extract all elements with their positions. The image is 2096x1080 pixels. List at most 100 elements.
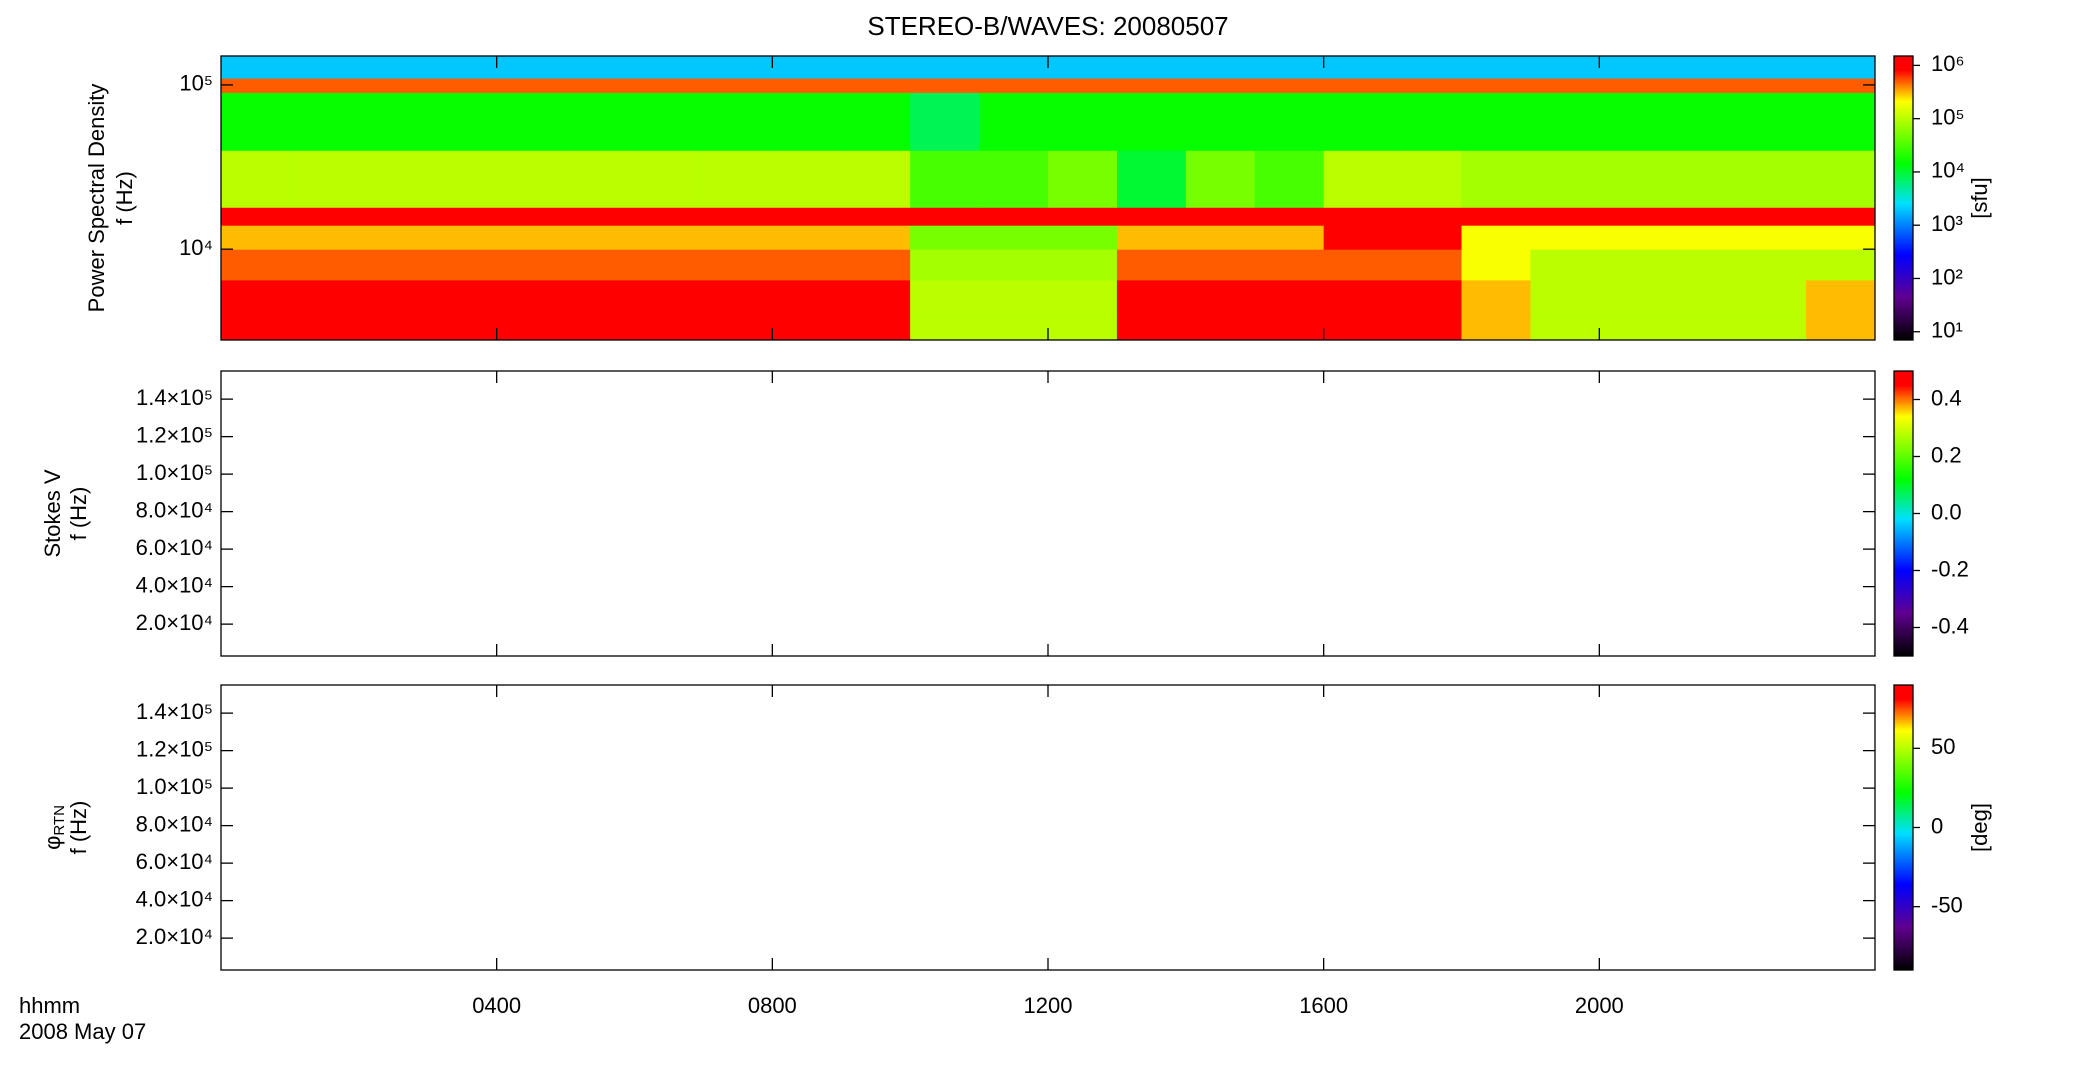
heat-cell [496, 78, 567, 93]
heat-cell [358, 92, 429, 151]
heat-cell [1048, 249, 1118, 281]
colorbar-tick-label: 0 [1931, 813, 1943, 838]
y-tick-label: 2.0×10⁴ [136, 610, 213, 635]
heat-cell [1323, 314, 1394, 341]
heat-cell [841, 279, 911, 316]
heat-cell [358, 78, 429, 93]
heat-cell [1185, 279, 1256, 316]
colorbar-tick-label: -0.4 [1931, 613, 1969, 638]
heat-cell [772, 249, 842, 281]
plot-frame [220, 370, 1876, 657]
heat-cell [358, 279, 429, 316]
heat-cell [1599, 56, 1669, 79]
heat-cell [1048, 207, 1118, 226]
heat-cell [1254, 92, 1325, 151]
heat-cell [565, 150, 635, 208]
heat-cell [1392, 92, 1462, 151]
heat-cell [1737, 279, 1807, 316]
heat-cell [703, 225, 773, 250]
colorbar-tick-label: 10³ [1931, 211, 1963, 236]
heat-cell [634, 150, 704, 208]
heat-cell [1048, 279, 1118, 316]
heat-cell [1461, 225, 1531, 250]
y-axis-label: φRTN [40, 805, 68, 850]
heat-cell [1323, 56, 1394, 79]
y-axis-label: Stokes V [40, 469, 65, 557]
heat-cell [910, 249, 980, 281]
x-tick-label: 1600 [1299, 993, 1348, 1018]
heat-cell [427, 249, 498, 281]
y-axis-label-sub: RTN [51, 805, 68, 836]
heat-cell [221, 249, 291, 281]
heat-cell [221, 92, 291, 151]
heat-cell [772, 150, 842, 208]
colorbar-tick-label: 10⁵ [1931, 104, 1965, 129]
y-axis-label-text: f (Hz) [112, 171, 137, 225]
heat-cell [565, 92, 635, 151]
heat-cell [289, 92, 360, 151]
heat-cell [1737, 225, 1807, 250]
heat-cell [703, 207, 773, 226]
heat-cell [1185, 56, 1256, 79]
heat-cell [358, 249, 429, 281]
chart-title: STEREO-B/WAVES: 20080507 [867, 11, 1228, 41]
heat-cell [1668, 249, 1738, 281]
heat-cell [841, 207, 911, 226]
heat-cell [1530, 279, 1600, 316]
heat-cell [289, 78, 360, 93]
colorbar-tick-label: 0.4 [1931, 385, 1962, 410]
heat-cell [634, 314, 704, 341]
heat-cell [979, 56, 1049, 79]
heat-cell [289, 207, 360, 226]
colorbar-label: [deg] [1967, 803, 1992, 852]
heat-cell [634, 279, 704, 316]
heat-cell [1323, 150, 1394, 208]
heat-cell [1323, 279, 1394, 316]
x-axis-label: hhmm [19, 993, 80, 1018]
heat-cell [634, 225, 704, 250]
colorbar-tick-label: 10¹ [1931, 318, 1963, 343]
heat-cell [1737, 150, 1807, 208]
heat-cell [1323, 92, 1394, 151]
heat-cell [1392, 279, 1462, 316]
heat-cell [772, 314, 842, 341]
heat-cell [841, 92, 911, 151]
heat-cell [427, 279, 498, 316]
colorbar-label: [sfu] [1967, 177, 1992, 219]
heat-cell [221, 78, 291, 93]
heat-cell [703, 314, 773, 341]
heat-cell [1116, 279, 1187, 316]
heat-cell [1599, 249, 1669, 281]
heat-cell [496, 92, 567, 151]
heat-cell [1806, 56, 1876, 79]
heat-cell [358, 56, 429, 79]
heat-cell [1668, 92, 1738, 151]
heat-cell [1392, 225, 1462, 250]
heat-cell [634, 249, 704, 281]
heat-cell [1116, 225, 1187, 250]
heat-cell [221, 314, 291, 341]
heat-cell [221, 207, 291, 226]
heat-cell [1530, 249, 1600, 281]
heat-cell [358, 207, 429, 226]
y-axis-label-text: Power Spectral Density [84, 84, 109, 313]
y-tick-label: 1.4×10⁵ [136, 699, 213, 724]
heat-cell [1599, 207, 1669, 226]
heat-cell [1048, 78, 1118, 93]
heat-cell [910, 225, 980, 250]
heat-cell [1806, 225, 1876, 250]
heat-cell [910, 56, 980, 79]
heat-cell [1254, 150, 1325, 208]
heat-cell [1461, 207, 1531, 226]
heat-cell [427, 150, 498, 208]
x-tick-label: 0800 [748, 993, 797, 1018]
y-tick-label: 1.2×10⁵ [136, 422, 213, 447]
heat-cell [358, 314, 429, 341]
x-tick-label: 2000 [1575, 993, 1624, 1018]
x-tick-label: 1200 [1024, 993, 1073, 1018]
heat-cell [1530, 92, 1600, 151]
heat-cell [1116, 92, 1187, 151]
heat-cell [289, 279, 360, 316]
heat-cell [1806, 78, 1876, 93]
heat-cell [1599, 150, 1669, 208]
